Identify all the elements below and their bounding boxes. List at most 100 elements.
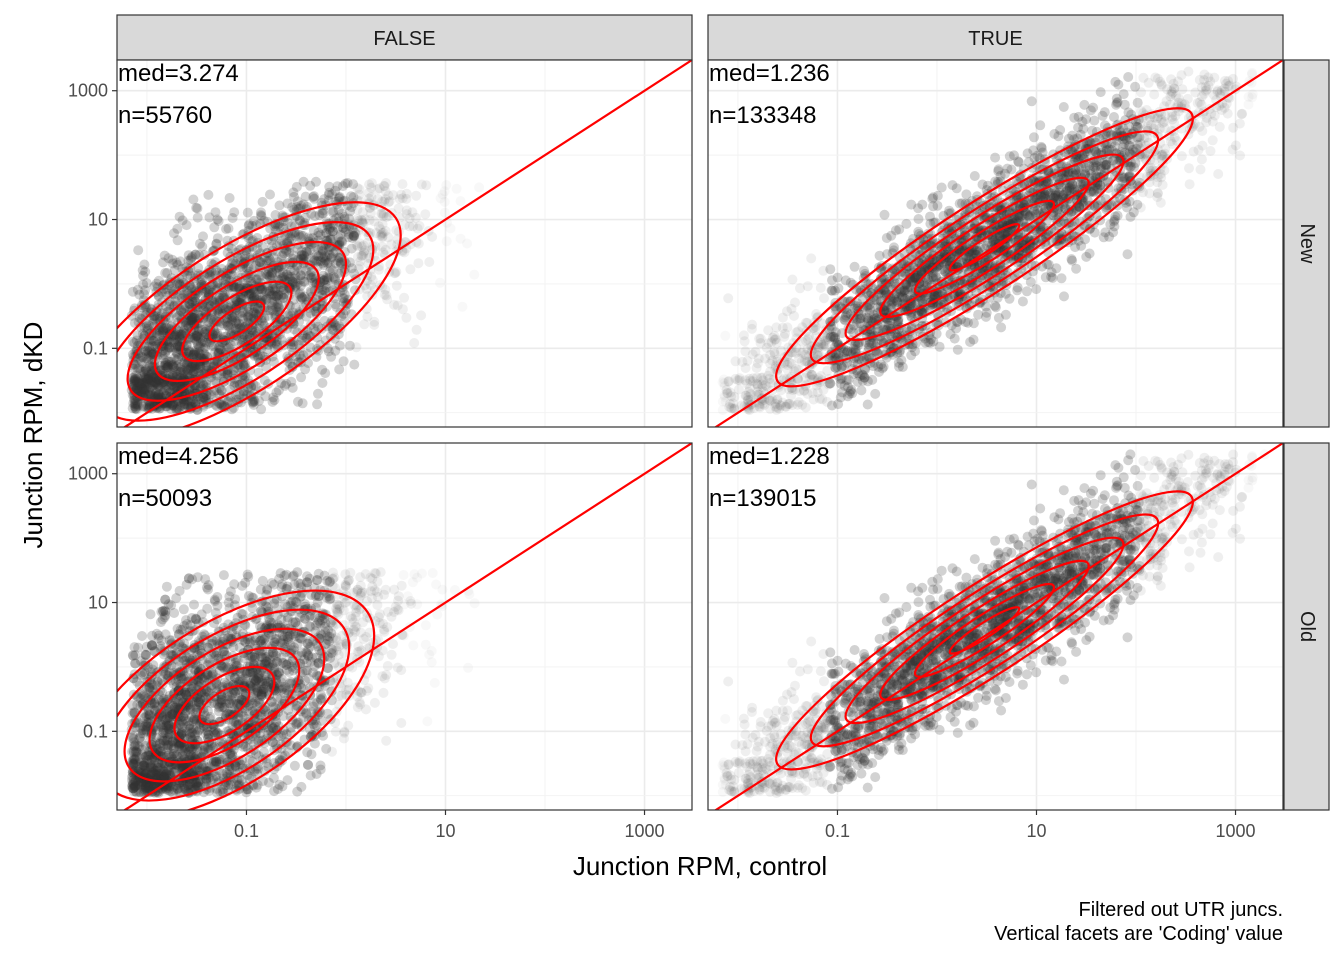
scatter-point: [295, 215, 306, 226]
scatter-point: [879, 209, 890, 220]
scatter-point: [309, 191, 319, 202]
scatter-point: [162, 361, 173, 372]
scatter-point: [339, 212, 350, 222]
scatter-point: [177, 330, 187, 341]
scatter-point: [349, 230, 360, 241]
scatter-point: [163, 361, 174, 372]
scatter-point: [365, 202, 375, 213]
panel-grid: [117, 60, 692, 427]
scatter-point: [411, 190, 422, 201]
scatter-point: [162, 328, 173, 339]
scatter-point: [205, 389, 216, 400]
scatter-point: [130, 401, 141, 412]
scatter-point: [163, 336, 174, 347]
scatter-point: [272, 339, 282, 350]
scatter-point: [259, 375, 270, 386]
scatter-point: [298, 276, 309, 287]
scatter-point: [200, 326, 211, 337]
scatter-point: [330, 185, 341, 196]
scatter-point: [271, 282, 282, 293]
scatter-point: [236, 294, 247, 305]
scatter-point: [147, 348, 158, 358]
scatter-point: [223, 320, 233, 331]
scatter-point: [216, 385, 227, 396]
scatter-point: [338, 356, 349, 367]
scatter-point: [176, 400, 187, 411]
scatter-point: [331, 213, 342, 224]
scatter-point: [174, 329, 185, 340]
scatter-point: [228, 256, 238, 266]
scatter-point: [230, 317, 241, 328]
scatter-point: [313, 256, 324, 266]
scatter-point: [169, 400, 179, 411]
scatter-point: [742, 378, 753, 389]
scatter-point: [167, 337, 178, 348]
scatter-point: [203, 364, 214, 375]
scatter-point: [323, 190, 334, 200]
scatter-point: [141, 302, 151, 313]
scatter-point: [168, 286, 179, 297]
scatter-point: [140, 373, 151, 384]
scatter-point: [261, 293, 272, 303]
scatter-point: [260, 352, 270, 363]
scatter-point: [129, 338, 140, 348]
scatter-point: [272, 306, 283, 317]
scatter-point: [278, 292, 289, 303]
scatter-point: [286, 234, 297, 244]
scatter-point: [141, 321, 152, 332]
scatter-point: [256, 207, 266, 218]
scatter-point: [127, 389, 138, 400]
scatter-point: [160, 287, 171, 298]
scatter-point: [239, 375, 250, 386]
scatter-point: [881, 233, 892, 243]
scatter-point: [290, 280, 301, 291]
scatter-point: [249, 287, 260, 298]
scatter-point: [1138, 72, 1149, 83]
scatter-point: [150, 310, 161, 321]
scatter-point: [271, 291, 282, 302]
scatter-point: [1006, 164, 1017, 175]
scatter-point: [198, 392, 209, 403]
scatter-point: [200, 287, 211, 298]
scatter-point: [274, 238, 285, 249]
scatter-point: [376, 229, 387, 240]
scatter-point: [1196, 154, 1207, 165]
scatter-point: [1109, 112, 1119, 122]
scatter-point: [397, 304, 408, 315]
scatter-point: [862, 399, 873, 410]
scatter-point: [275, 282, 286, 293]
scatter-point: [325, 262, 336, 273]
scatter-point: [217, 309, 228, 319]
scatter-point: [281, 269, 292, 280]
scatter-point: [182, 364, 193, 375]
scatter-point: [180, 323, 191, 334]
scatter-point: [133, 353, 144, 364]
scatter-point: [149, 311, 160, 322]
scatter-point: [356, 241, 367, 252]
scatter-point: [136, 378, 146, 389]
scatter-point: [162, 363, 172, 374]
scatter-point: [231, 323, 241, 334]
scatter-point: [196, 324, 207, 335]
scatter-point: [137, 382, 148, 393]
scatter-point: [192, 352, 202, 363]
scatter-point: [182, 360, 193, 371]
scatter-point: [219, 293, 230, 304]
scatter-point: [1123, 72, 1134, 82]
scatter-point: [195, 277, 206, 288]
scatter-point: [316, 323, 327, 334]
scatter-point: [171, 257, 182, 268]
scatter-point: [1184, 163, 1194, 174]
scatter-point: [142, 374, 153, 384]
scatter-point: [363, 227, 374, 238]
scatter-point: [366, 191, 377, 202]
scatter-point: [260, 391, 271, 402]
scatter-point: [284, 309, 295, 319]
scatter-point: [1132, 97, 1143, 108]
scatter-point: [265, 223, 276, 234]
scatter-point: [187, 296, 198, 307]
scatter-point: [143, 373, 154, 384]
strip-column-label-0: FALSE: [373, 28, 435, 50]
scatter-point: [198, 395, 209, 406]
scatter-point: [286, 342, 297, 353]
